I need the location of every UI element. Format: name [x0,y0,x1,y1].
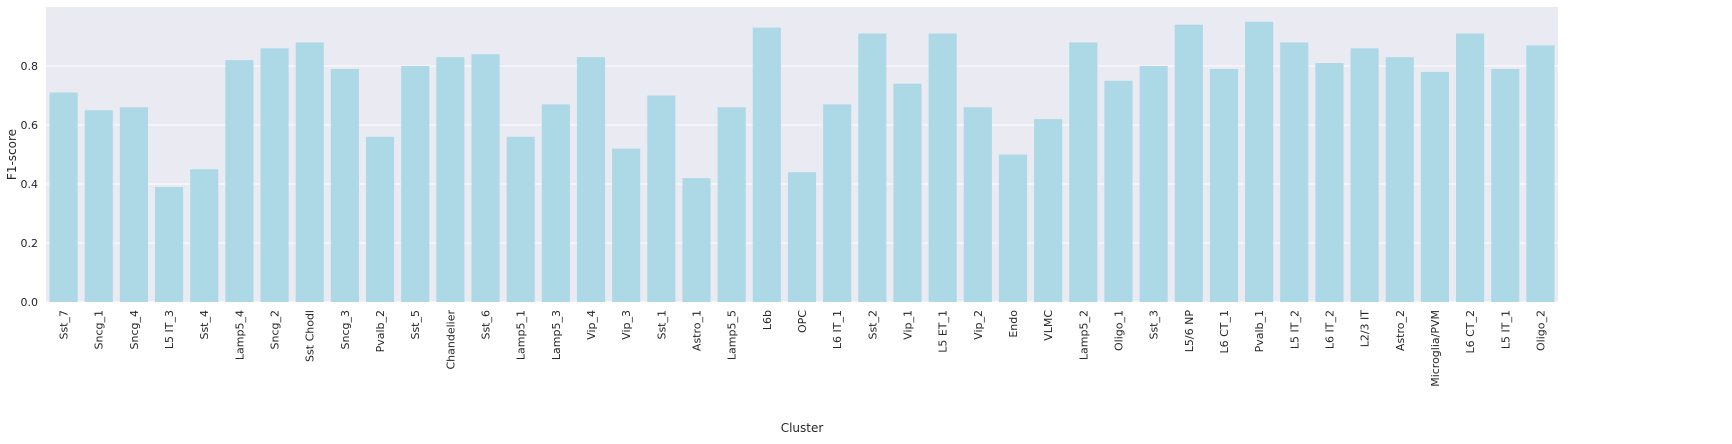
bar [682,178,711,302]
x-tick-label: L5 IT_1 [1499,310,1512,349]
x-tick-label: L5 IT_3 [163,310,176,349]
y-tick-label: 0.0 [21,296,39,309]
bar [576,57,606,303]
x-tick-label: Lamp5_1 [515,310,528,360]
bar [1420,71,1449,303]
y-tick-labels: 0.0 0.2 0.4 0.6 0.8 [21,60,39,309]
bar [225,60,254,302]
bar [963,107,992,302]
bars [49,21,1555,303]
bar [928,33,957,303]
x-tick-label: Sncg_1 [93,310,106,349]
bar [260,48,289,302]
x-tick-label: L6b [761,310,774,330]
x-axis-title: Cluster [781,421,824,435]
y-tick-label: 0.6 [21,119,39,132]
bar [752,27,781,303]
x-tick-label: Sncg_2 [269,310,282,349]
x-tick-label: Chandelier [444,310,457,370]
y-tick-label: 0.2 [21,237,39,250]
x-tick-label: Sncg_4 [128,310,141,349]
x-tick-label: Sst_1 [655,310,668,340]
bar [365,136,395,302]
x-tick-label: L6 IT_2 [1323,310,1336,349]
x-tick-label: Sst_4 [198,310,211,340]
bar [541,104,570,302]
bar [1350,48,1379,302]
bar [49,92,78,302]
bar [1034,119,1063,302]
x-tick-label: Vip_1 [901,310,914,340]
x-tick-label: Vip_4 [585,310,598,340]
x-tick-label: Endo [1007,310,1020,338]
x-tick-label: Lamp5_4 [233,310,246,360]
bar [1245,21,1274,302]
x-tick-label: Astro_2 [1394,310,1407,351]
x-tick-label: L5/6 NP [1183,310,1196,353]
x-tick-label: Vip_3 [620,310,633,340]
x-tick-label: Sst_6 [480,310,493,340]
x-tick-label: VLMC [1042,310,1055,341]
bar [1139,66,1168,302]
y-tick-label: 0.8 [21,60,39,73]
x-tick-label: Pvalb_1 [1253,310,1266,352]
bar [823,104,852,302]
y-axis-title: F1-score [5,129,19,180]
bar [1104,80,1133,302]
bar [1315,63,1344,302]
bar [330,68,359,302]
bar [998,154,1028,302]
bar [436,57,465,303]
x-tick-label: Lamp5_2 [1077,310,1090,360]
bar [647,95,676,302]
x-tick-label: Sst_2 [866,310,879,340]
x-tick-label: L5 ET_1 [937,310,950,353]
bar [612,148,641,302]
x-tick-label: L6 CT_2 [1464,310,1477,354]
x-tick-label: OPC [796,310,809,333]
bar [717,107,746,302]
x-tick-label: Sst_7 [58,310,71,340]
bar [84,110,113,302]
x-tick-label: Lamp5_5 [726,310,739,360]
x-tick-label: Sst_5 [409,310,422,340]
bar [506,136,535,302]
bar [1385,57,1414,303]
x-tick-label: Sst_3 [1148,310,1161,340]
x-tick-label: Lamp5_3 [550,310,563,360]
bar [401,66,430,302]
x-tick-label: L6 CT_1 [1218,310,1231,354]
bar [1491,68,1520,302]
x-tick-label: Sst Chodl [304,310,317,362]
bar [1209,68,1239,302]
bar [1526,45,1555,302]
x-tick-label: Oligo_2 [1534,310,1547,351]
x-tick-label: Pvalb_2 [374,310,387,352]
bar [858,33,887,303]
x-tick-label: Vip_2 [972,310,985,340]
x-tick-label: Astro_1 [691,310,704,351]
bar [155,186,184,302]
bar [1174,24,1203,302]
bar [471,54,500,303]
bar [787,172,817,302]
bar [190,169,219,302]
bar [119,107,148,302]
x-tick-label: L6 IT_1 [831,310,844,349]
bar [1069,42,1098,303]
x-tick-labels: Sst_7 Sncg_1 Sncg_4 L5 IT_3 Sst_4 Lamp5_4 Sncg… [58,310,1548,387]
x-tick-label: Sncg_3 [339,310,352,349]
bar [893,83,922,302]
x-tick-label: Oligo_1 [1112,310,1125,351]
bar [295,42,324,303]
x-tick-label: L2/3 IT [1359,310,1372,348]
x-tick-label: L5 IT_2 [1288,310,1301,349]
x-tick-label: Microglia/PVM [1429,310,1442,387]
bar [1280,42,1309,303]
y-tick-label: 0.4 [21,178,39,191]
bar [1456,33,1485,303]
